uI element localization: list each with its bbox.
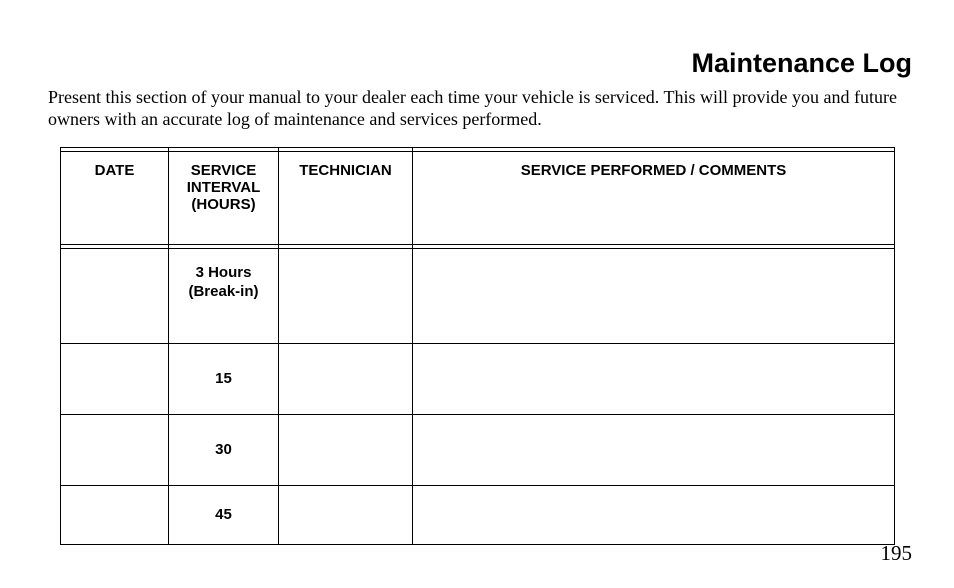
cell-interval: 30 — [169, 414, 279, 485]
cell-interval: 3 Hours (Break-in) — [169, 248, 279, 343]
col-header-interval-line2: INTERVAL — [175, 179, 272, 196]
intro-paragraph: Present this section of your manual to y… — [48, 87, 912, 131]
cell-service — [413, 485, 895, 544]
manual-page: Maintenance Log Present this section of … — [0, 0, 954, 588]
cell-service — [413, 414, 895, 485]
table-row: 45 — [61, 485, 895, 544]
col-header-interval-line1: SERVICE — [175, 162, 272, 179]
page-title: Maintenance Log — [42, 48, 912, 79]
page-number: 195 — [881, 541, 913, 566]
col-header-service: SERVICE PERFORMED / COMMENTS — [413, 151, 895, 244]
cell-date — [61, 343, 169, 414]
cell-date — [61, 248, 169, 343]
cell-technician — [279, 485, 413, 544]
cell-technician — [279, 248, 413, 343]
interval-line1: 3 Hours — [169, 263, 278, 283]
col-header-technician: TECHNICIAN — [279, 151, 413, 244]
table-row: 3 Hours (Break-in) — [61, 248, 895, 343]
table-row: 30 — [61, 414, 895, 485]
cell-interval: 45 — [169, 485, 279, 544]
cell-technician — [279, 414, 413, 485]
cell-date — [61, 485, 169, 544]
cell-interval: 15 — [169, 343, 279, 414]
col-header-interval: SERVICE INTERVAL (HOURS) — [169, 151, 279, 244]
cell-service — [413, 343, 895, 414]
maintenance-log-table: DATE SERVICE INTERVAL (HOURS) TECHNICIAN… — [60, 147, 895, 545]
cell-service — [413, 248, 895, 343]
col-header-interval-line3: (HOURS) — [175, 196, 272, 213]
cell-technician — [279, 343, 413, 414]
cell-date — [61, 414, 169, 485]
interval-line2: (Break-in) — [169, 282, 278, 302]
table-row: 15 — [61, 343, 895, 414]
col-header-date: DATE — [61, 151, 169, 244]
